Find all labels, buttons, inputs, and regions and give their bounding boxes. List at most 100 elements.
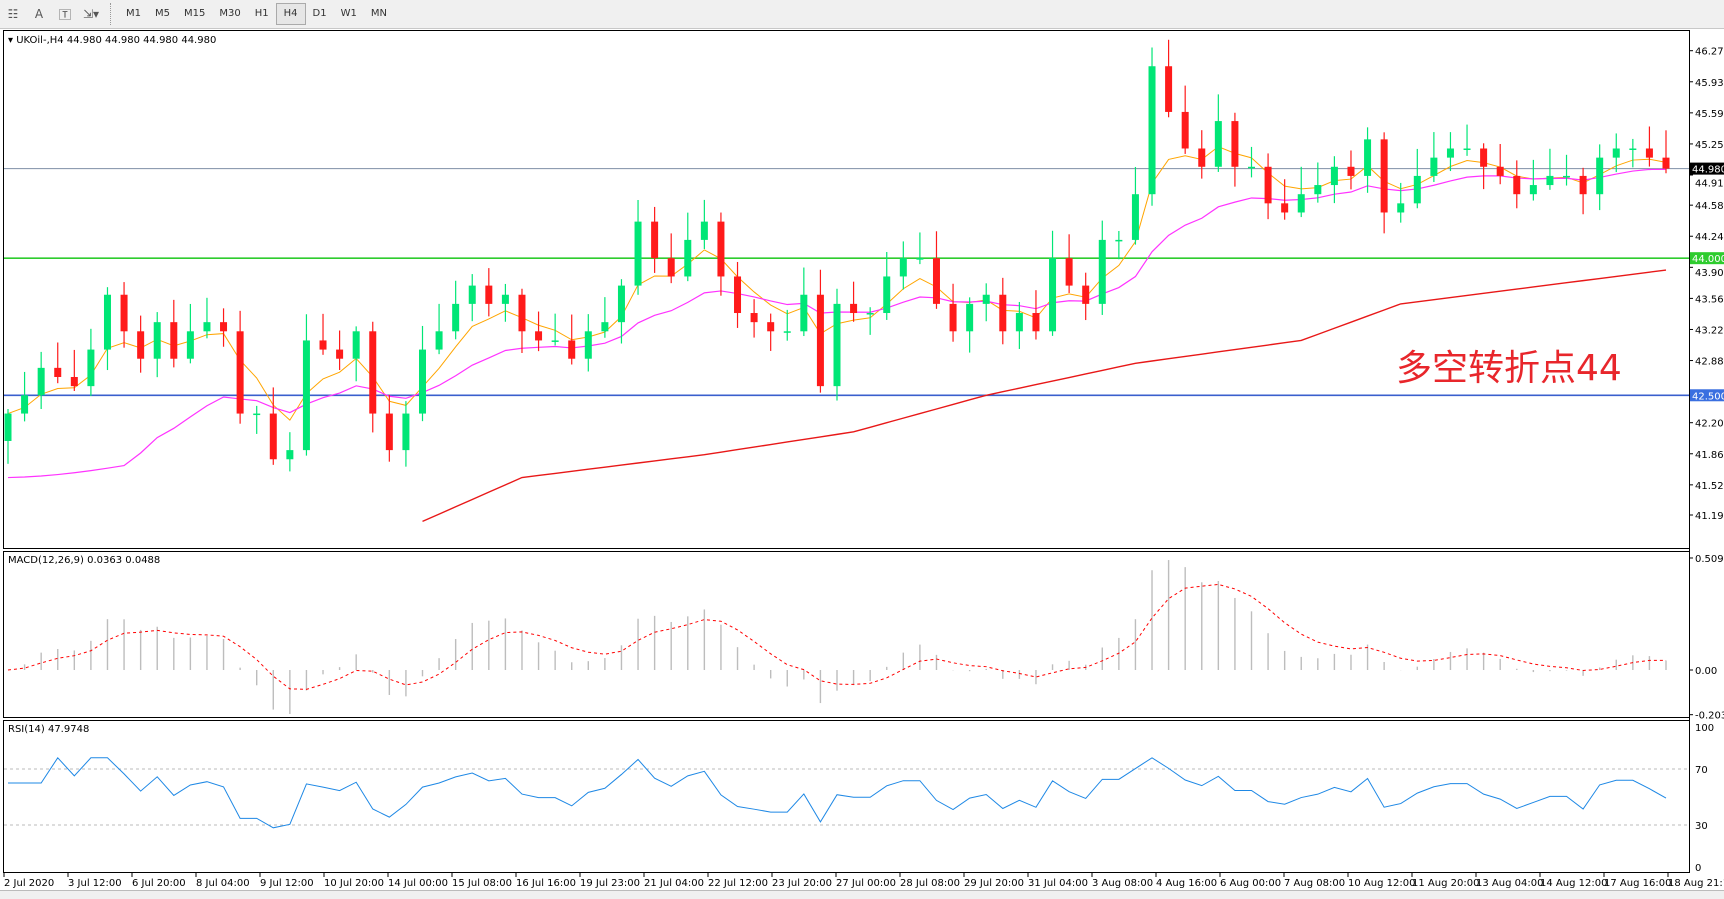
candle[interactable] [120, 282, 128, 348]
candle[interactable] [800, 267, 808, 337]
timeframe-d1[interactable]: D1 [312, 8, 327, 19]
text-a-icon[interactable]: A [34, 7, 44, 21]
candle[interactable] [866, 307, 874, 335]
candle[interactable] [1480, 143, 1488, 190]
candle[interactable] [883, 251, 891, 320]
candle[interactable] [816, 269, 824, 393]
candle[interactable] [253, 405, 261, 434]
candle[interactable] [899, 241, 907, 290]
candle[interactable] [1645, 126, 1653, 167]
candle[interactable] [1065, 234, 1073, 293]
candle[interactable] [1380, 132, 1388, 234]
candle[interactable] [1248, 146, 1255, 178]
candle[interactable] [1513, 160, 1521, 209]
candle[interactable] [584, 314, 592, 372]
candle[interactable] [850, 281, 858, 322]
candle[interactable] [1314, 162, 1322, 203]
candle[interactable] [1148, 47, 1156, 206]
candle[interactable] [1579, 167, 1587, 215]
candle[interactable] [833, 288, 841, 401]
bottom-tab-strip[interactable] [0, 890, 1724, 899]
candle[interactable] [717, 212, 725, 296]
candle[interactable] [319, 313, 327, 355]
candle[interactable] [1281, 179, 1289, 220]
candle[interactable] [1264, 153, 1272, 220]
candle[interactable] [435, 303, 443, 355]
candle[interactable] [601, 297, 609, 338]
candle[interactable] [1596, 144, 1604, 211]
candle[interactable] [1330, 156, 1338, 204]
candle[interactable] [1413, 148, 1421, 209]
candle[interactable] [269, 387, 277, 465]
candle[interactable] [1214, 94, 1222, 172]
candle[interactable] [220, 308, 228, 347]
candle[interactable] [1397, 182, 1405, 223]
candle[interactable] [385, 394, 393, 462]
arrows-icon[interactable]: ⇲▾ [82, 7, 100, 21]
candle[interactable] [402, 401, 410, 467]
timeframe-m15[interactable]: M15 [184, 8, 206, 19]
candle[interactable] [369, 321, 377, 433]
candle[interactable] [54, 342, 62, 384]
timeframe-m30[interactable]: M30 [219, 8, 241, 19]
candle[interactable] [1032, 290, 1040, 340]
candle[interactable] [916, 232, 924, 265]
candle[interactable] [87, 328, 95, 397]
candle[interactable] [1198, 130, 1206, 179]
timeframe-m5[interactable]: M5 [155, 8, 170, 19]
candle[interactable] [37, 351, 45, 410]
candle[interactable] [1612, 133, 1620, 173]
candle[interactable] [203, 297, 211, 339]
candle[interactable] [734, 261, 742, 328]
candle[interactable] [1297, 166, 1305, 218]
candle[interactable] [568, 314, 576, 365]
candle[interactable] [949, 283, 957, 342]
timeframe-w1[interactable]: W1 [340, 8, 357, 19]
candle[interactable] [1563, 154, 1571, 186]
candle[interactable] [501, 283, 509, 322]
main-pane[interactable] [3, 30, 1690, 549]
candle[interactable] [186, 303, 194, 364]
candle[interactable] [783, 309, 791, 341]
candle[interactable] [153, 312, 161, 378]
candle[interactable] [1662, 130, 1670, 174]
candle[interactable] [1364, 127, 1372, 193]
candle[interactable] [966, 297, 974, 353]
candle[interactable] [4, 408, 12, 464]
candle[interactable] [70, 349, 78, 391]
candle[interactable] [1098, 220, 1106, 315]
candle[interactable] [1347, 150, 1355, 190]
candle[interactable] [750, 299, 758, 338]
candle[interactable] [236, 310, 244, 424]
candle[interactable] [1546, 148, 1554, 190]
candle[interactable] [1015, 301, 1023, 349]
candle[interactable] [667, 233, 675, 284]
candle[interactable] [485, 268, 493, 317]
candle[interactable] [336, 330, 344, 370]
candle[interactable] [452, 280, 460, 340]
candle[interactable] [617, 279, 625, 344]
candle[interactable] [1430, 132, 1438, 182]
candle[interactable] [1165, 39, 1173, 118]
candle[interactable] [535, 311, 543, 352]
candle[interactable] [932, 231, 940, 309]
candle[interactable] [651, 206, 659, 273]
candle[interactable] [982, 283, 990, 322]
candle[interactable] [137, 315, 145, 373]
candle[interactable] [1496, 144, 1504, 185]
candle[interactable] [518, 288, 526, 354]
candle[interactable] [1115, 230, 1123, 260]
candle[interactable] [1231, 112, 1239, 187]
candle[interactable] [1629, 138, 1637, 168]
candle[interactable] [103, 287, 111, 371]
grid-icon[interactable]: ☷ [7, 7, 19, 21]
candle[interactable] [1529, 159, 1537, 201]
candle[interactable] [551, 313, 559, 346]
timeframe-mn[interactable]: MN [370, 8, 387, 19]
candle[interactable] [1463, 124, 1471, 156]
candle[interactable] [286, 432, 294, 472]
candle[interactable] [634, 199, 642, 295]
candle[interactable] [352, 326, 360, 382]
timeframe-h1[interactable]: H1 [254, 8, 269, 19]
